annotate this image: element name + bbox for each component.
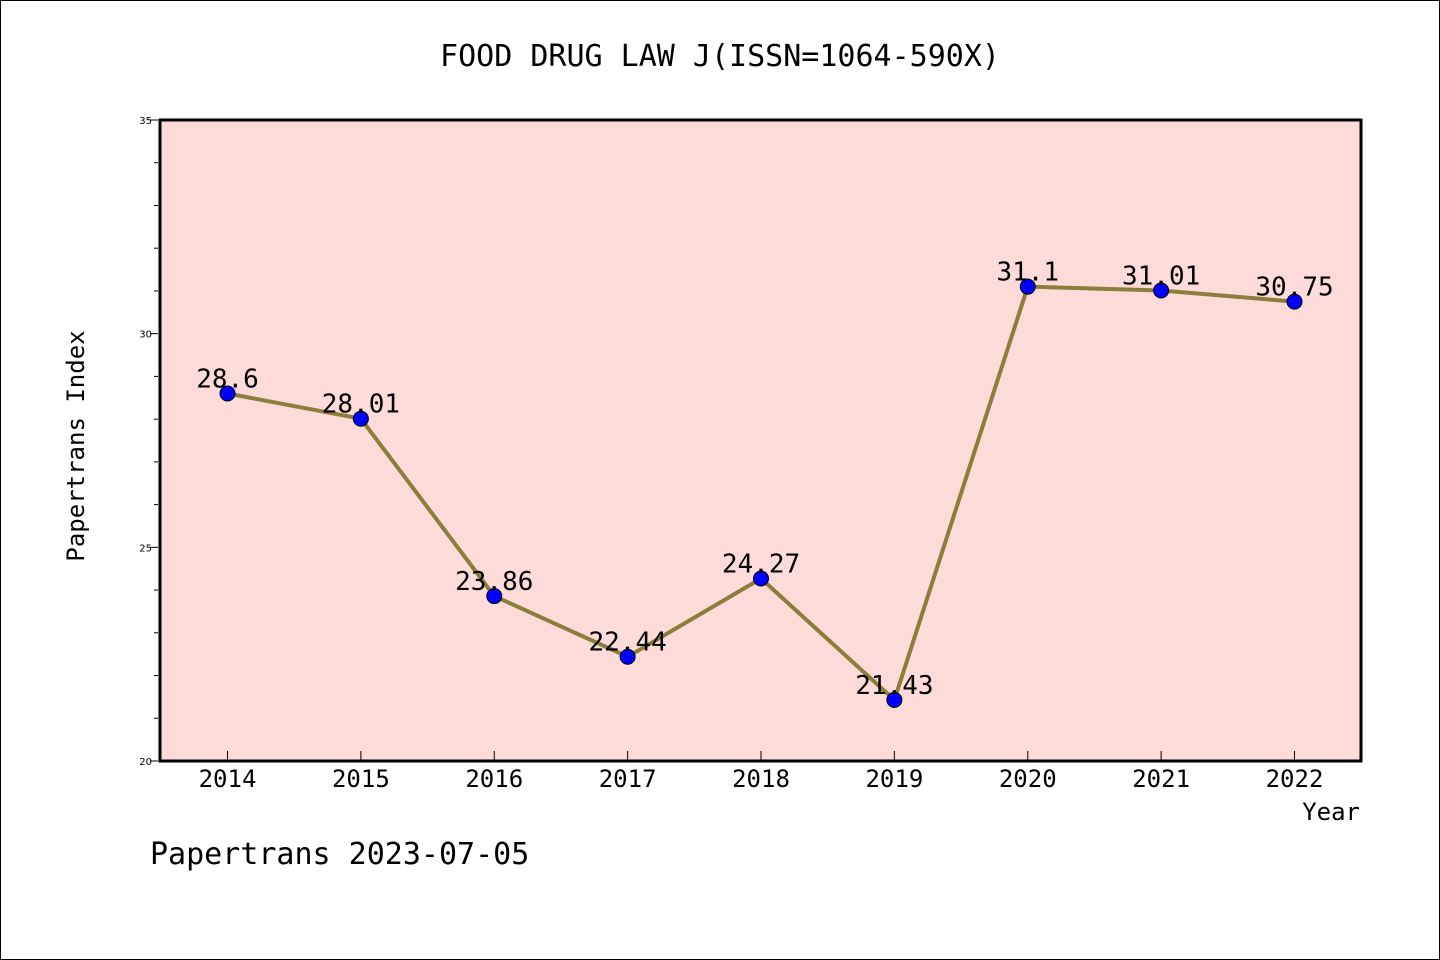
x-tick-label: 2018 <box>732 765 790 793</box>
data-point <box>619 648 636 665</box>
x-tick-label: 2014 <box>199 765 257 793</box>
footer-watermark: Papertrans 2023-07-05 <box>150 837 529 872</box>
data-labels: 28.6 28.01 23.86 22.44 24.27 21.43 31.1 31.01 30… <box>196 258 1333 701</box>
data-label: 24.27 <box>722 550 800 580</box>
y-tick-label: 30 <box>139 330 152 341</box>
x-tick-label: 2017 <box>599 765 657 793</box>
x-axis-label: Year <box>1302 798 1360 826</box>
data-point <box>486 588 503 605</box>
x-tick-label: 2022 <box>1266 765 1324 793</box>
x-tick-label: 2015 <box>332 765 390 793</box>
data-point <box>1019 278 1036 295</box>
y-tick-label: 35 <box>139 116 152 127</box>
data-label: 31.01 <box>1122 262 1200 292</box>
data-label: 30.75 <box>1255 273 1333 303</box>
data-label: 21.43 <box>855 671 933 701</box>
y-tick-label: 20 <box>139 757 152 768</box>
y-tick-label: 25 <box>139 543 152 554</box>
x-tick-label: 2021 <box>1132 765 1190 793</box>
data-label: 22.44 <box>588 628 666 658</box>
y-axis-label: Papertrans Index <box>62 330 90 561</box>
data-point <box>886 691 903 708</box>
data-label: 23.86 <box>455 567 533 597</box>
data-label: 28.01 <box>322 390 400 420</box>
y-axis: 20 25 30 35 <box>139 116 158 768</box>
data-points <box>219 278 1303 708</box>
data-label: 28.6 <box>196 364 259 394</box>
x-tick-label: 2020 <box>999 765 1057 793</box>
data-point <box>352 410 369 427</box>
data-label: 31.1 <box>996 258 1059 288</box>
plot-border <box>158 118 1363 763</box>
plot-area <box>160 120 1361 761</box>
x-tick-label: 2019 <box>865 765 923 793</box>
x-axis: 2014 2015 2016 2017 2018 2019 2020 2021 2022 <box>199 751 1324 793</box>
data-point <box>1153 282 1170 299</box>
x-tick-label: 2016 <box>465 765 523 793</box>
data-point <box>753 570 769 587</box>
data-point <box>219 385 236 402</box>
data-point <box>1286 293 1303 310</box>
chart-title: FOOD DRUG LAW J(ISSN=1064-590X) <box>440 39 1000 74</box>
